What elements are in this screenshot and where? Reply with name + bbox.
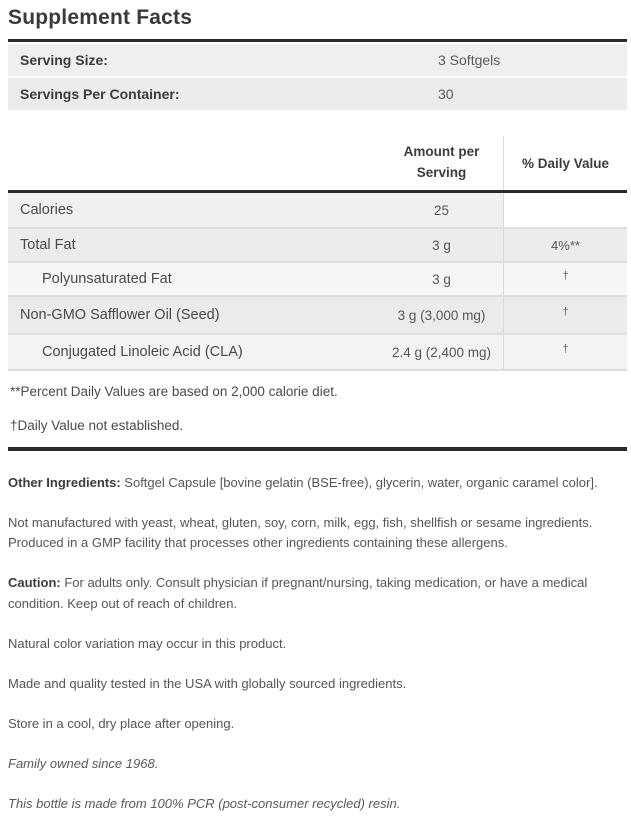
nutrient-daily-value: †	[503, 263, 627, 295]
color-variation-note: Natural color variation may occur in thi…	[8, 635, 287, 651]
nutrient-amount: 2.4 g (2,400 mg)	[391, 344, 492, 360]
nutrient-daily-value: †	[503, 297, 627, 333]
family-owned-tagline: Family owned since 1968.	[8, 756, 159, 772]
page-title: Supplement Facts	[8, 6, 193, 29]
table-row-safflower-oil: Non-GMO Safflower Oil (Seed) 3 g (3,000 …	[8, 295, 627, 333]
made-in-statement: Made and quality tested in the USA with …	[8, 675, 407, 691]
caution-paragraph: Caution: For adults only. Consult physic…	[8, 573, 623, 613]
table-header-spacer	[8, 136, 380, 190]
column-header-daily-value-label: % Daily Value	[521, 155, 610, 171]
nutrient-amount: 25	[433, 202, 450, 218]
storage-instructions: Store in a cool, dry place after opening…	[8, 715, 235, 731]
other-ingredients-text: Softgel Capsule [bovine gelatin (BSE-fre…	[120, 475, 598, 490]
nutrient-daily-value: 4%**	[503, 229, 627, 261]
footnote-dagger: †Daily Value not established.	[10, 418, 184, 433]
footnote-daily-values: **Percent Daily Values are based on 2,00…	[10, 384, 338, 399]
servings-per-container-value: 30	[438, 86, 454, 102]
other-ingredients-label: Other Ingredients:	[8, 475, 121, 490]
column-header-amount: Amount per Serving	[380, 136, 503, 190]
nutrient-daily-value: †	[503, 335, 627, 369]
table-row-polyunsaturated-fat: Polyunsaturated Fat 3 g †	[8, 261, 627, 295]
servings-per-container-label: Servings Per Container:	[20, 86, 180, 102]
column-header-amount-label: Amount per Serving	[403, 144, 480, 180]
label-text-block: Other Ingredients: Softgel Capsule [bovi…	[8, 473, 623, 814]
nutrient-name: Total Fat	[20, 237, 76, 253]
nutrient-name: Calories	[20, 202, 74, 218]
nutrient-amount: 3 g	[432, 271, 451, 287]
nutrient-name: Conjugated Linoleic Acid (CLA)	[42, 344, 243, 360]
nutrient-amount: 3 g	[432, 237, 451, 253]
table-row-total-fat: Total Fat 3 g 4%**	[8, 227, 627, 261]
serving-size-row: Serving Size: 3 Softgels	[8, 44, 627, 76]
servings-per-container-row: Servings Per Container: 30	[8, 78, 627, 110]
table-row-cla: Conjugated Linoleic Acid (CLA) 2.4 g (2,…	[8, 333, 627, 371]
table-header: Amount per Serving % Daily Value	[8, 136, 627, 190]
caution-label: Caution:	[8, 575, 61, 591]
top-divider	[8, 39, 627, 42]
column-header-daily-value: % Daily Value	[503, 136, 627, 190]
nutrient-daily-value	[503, 193, 627, 227]
nutrient-amount: 3 g (3,000 mg)	[397, 307, 486, 323]
table-row-calories: Calories 25	[8, 193, 627, 227]
other-ingredients-paragraph: Other Ingredients: Softgel Capsule [bovi…	[8, 473, 623, 493]
allergen-statement: Not manufactured with yeast, wheat, glut…	[8, 515, 593, 551]
table-top-divider	[8, 190, 627, 193]
serving-size-value: 3 Softgels	[438, 52, 501, 68]
table-bottom-divider	[8, 447, 627, 451]
nutrient-name: Non-GMO Safflower Oil (Seed)	[20, 307, 220, 323]
serving-size-label: Serving Size:	[20, 52, 108, 68]
recycled-bottle-note: This bottle is made from 100% PCR (post-…	[8, 796, 401, 812]
nutrient-name: Polyunsaturated Fat	[42, 271, 172, 287]
caution-text: For adults only. Consult physician if pr…	[8, 575, 588, 611]
